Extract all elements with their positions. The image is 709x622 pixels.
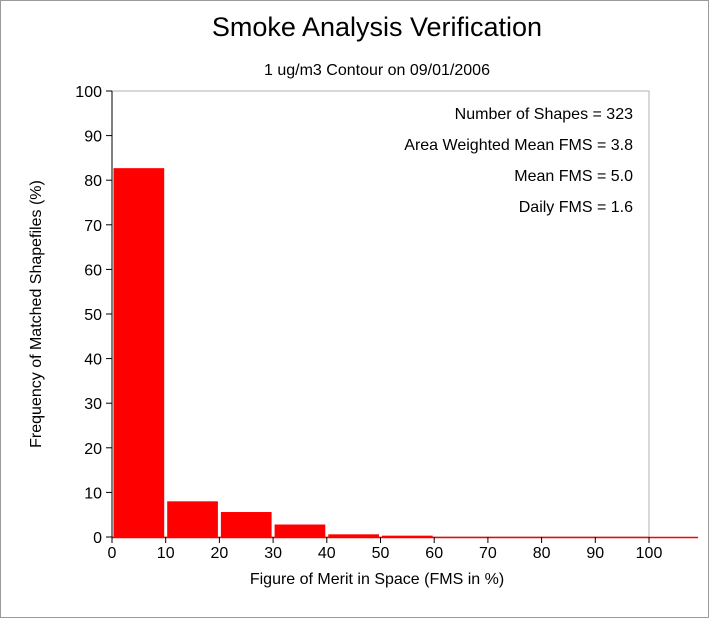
x-tick-label: 100 [636,545,663,562]
y-tick-label: 0 [93,530,102,547]
x-tick-label: 30 [264,545,282,562]
histogram-bar [113,168,165,537]
x-axis-label: Figure of Merit in Space (FMS in %) [250,571,504,588]
y-tick-label: 20 [84,441,102,458]
x-tick-label: 60 [425,545,443,562]
chart-title: Smoke Analysis Verification [212,12,542,42]
x-tick-label: 50 [372,545,390,562]
histogram-bar [328,534,379,537]
x-tick-label: 80 [533,545,551,562]
y-tick-label: 70 [84,218,102,235]
histogram-bar [382,535,433,537]
stats-annotation: Number of Shapes = 323 [455,106,633,123]
histogram-bar [220,512,272,537]
y-tick-label: 60 [84,262,102,279]
y-tick-label: 40 [84,352,102,369]
stats-annotation: Daily FMS = 1.6 [519,199,633,216]
x-tick-label: 90 [586,545,604,562]
plot-border [111,90,650,538]
stats-annotation: Area Weighted Mean FMS = 3.8 [404,137,633,154]
y-tick-label: 100 [75,84,102,101]
y-tick-label: 80 [84,173,102,190]
y-tick-label: 30 [84,396,102,413]
chart-subtitle: 1 ug/m3 Contour on 09/01/2006 [264,62,490,79]
histogram-bar [274,524,326,537]
y-tick-label: 90 [84,129,102,146]
histogram-bar [167,501,218,537]
y-axis-label: Frequency of Matched Shapefiles (%) [28,180,45,448]
x-tick-label: 0 [108,545,117,562]
plot-area: 0 10 20 30 40 50 60 70 80 90 100 0 10 20 30 40 50 60 70 80 9… [75,84,698,562]
x-tick-label: 70 [479,545,497,562]
x-tick-label: 20 [211,545,229,562]
x-tick-label: 40 [318,545,336,562]
x-tick-label: 10 [157,545,175,562]
y-tick-label: 50 [84,307,102,324]
stats-annotation: Mean FMS = 5.0 [514,168,633,185]
y-tick-label: 10 [84,485,102,502]
